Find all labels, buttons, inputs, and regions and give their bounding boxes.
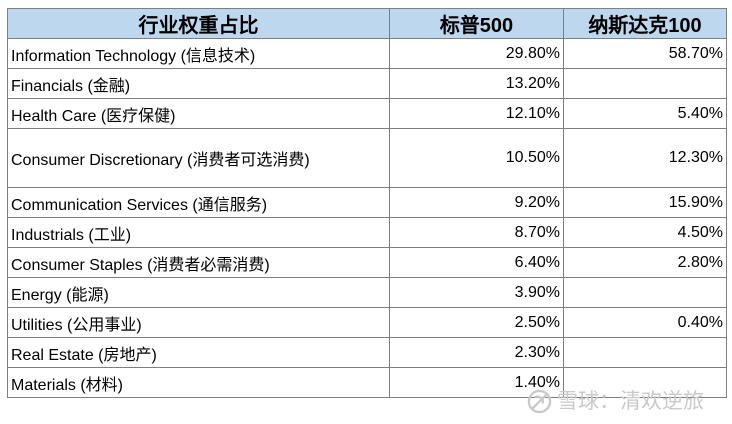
sector-cell: Financials (金融): [7, 68, 390, 99]
table-row: Materials (材料) 1.40%: [7, 367, 727, 398]
sp500-cell: 8.70%: [389, 217, 564, 248]
header-nasdaq100: 纳斯达克100: [563, 8, 727, 39]
sector-cell: Information Technology (信息技术): [7, 38, 390, 69]
table-row: Utilities (公用事业) 2.50% 0.40%: [7, 307, 727, 338]
sector-cell: Utilities (公用事业): [7, 307, 390, 338]
sector-weight-table: 行业权重占比 标普500 纳斯达克100 Information Technol…: [7, 8, 727, 398]
sector-cell: Industrials (工业): [7, 217, 390, 248]
sp500-cell: 29.80%: [389, 38, 564, 69]
sp500-cell: 2.30%: [389, 337, 564, 368]
nasdaq100-cell: 2.80%: [563, 247, 727, 278]
sp500-cell: 13.20%: [389, 68, 564, 99]
table-body: Information Technology (信息技术) 29.80% 58.…: [7, 38, 727, 398]
table-row: Financials (金融) 13.20%: [7, 68, 727, 99]
nasdaq100-cell: 15.90%: [563, 187, 727, 218]
sp500-cell: 3.90%: [389, 277, 564, 308]
table-row: Communication Services (通信服务) 9.20% 15.9…: [7, 187, 727, 218]
nasdaq100-cell: [563, 68, 727, 99]
xueqiu-logo-icon: [527, 389, 552, 414]
nasdaq100-cell: 12.30%: [563, 128, 727, 188]
table-row: Industrials (工业) 8.70% 4.50%: [7, 217, 727, 248]
table-row: Consumer Discretionary (消费者可选消费) 10.50% …: [7, 128, 727, 188]
table-row: Energy (能源) 3.90%: [7, 277, 727, 308]
nasdaq100-cell: 0.40%: [563, 307, 727, 338]
nasdaq100-cell: 5.40%: [563, 98, 727, 129]
nasdaq100-cell: 4.50%: [563, 217, 727, 248]
sector-cell: Health Care (医疗保健): [7, 98, 390, 129]
sp500-cell: 10.50%: [389, 128, 564, 188]
header-row: 行业权重占比 标普500 纳斯达克100: [7, 8, 727, 39]
table-row: Health Care (医疗保健) 12.10% 5.40%: [7, 98, 727, 129]
sp500-cell: 12.10%: [389, 98, 564, 129]
sector-cell: Communication Services (通信服务): [7, 187, 390, 218]
nasdaq100-cell: [563, 367, 727, 398]
sp500-cell: 9.20%: [389, 187, 564, 218]
table-row: Consumer Staples (消费者必需消费) 6.40% 2.80%: [7, 247, 727, 278]
sector-cell: Energy (能源): [7, 277, 390, 308]
table-row: Information Technology (信息技术) 29.80% 58.…: [7, 38, 727, 69]
watermark: 雪球：清欢逆旅: [527, 389, 704, 414]
sector-cell: Consumer Discretionary (消费者可选消费): [7, 128, 390, 188]
header-sector: 行业权重占比: [7, 8, 390, 39]
sector-cell: Materials (材料): [7, 367, 390, 398]
sector-cell: Real Estate (房地产): [7, 337, 390, 368]
nasdaq100-cell: [563, 337, 727, 368]
nasdaq100-cell: [563, 277, 727, 308]
sector-cell: Consumer Staples (消费者必需消费): [7, 247, 390, 278]
watermark-text: 雪球：清欢逆旅: [557, 390, 704, 413]
nasdaq100-cell: 58.70%: [563, 38, 727, 69]
header-sp500: 标普500: [389, 8, 564, 39]
sp500-cell: 6.40%: [389, 247, 564, 278]
table-row: Real Estate (房地产) 2.30%: [7, 337, 727, 368]
sp500-cell: 2.50%: [389, 307, 564, 338]
